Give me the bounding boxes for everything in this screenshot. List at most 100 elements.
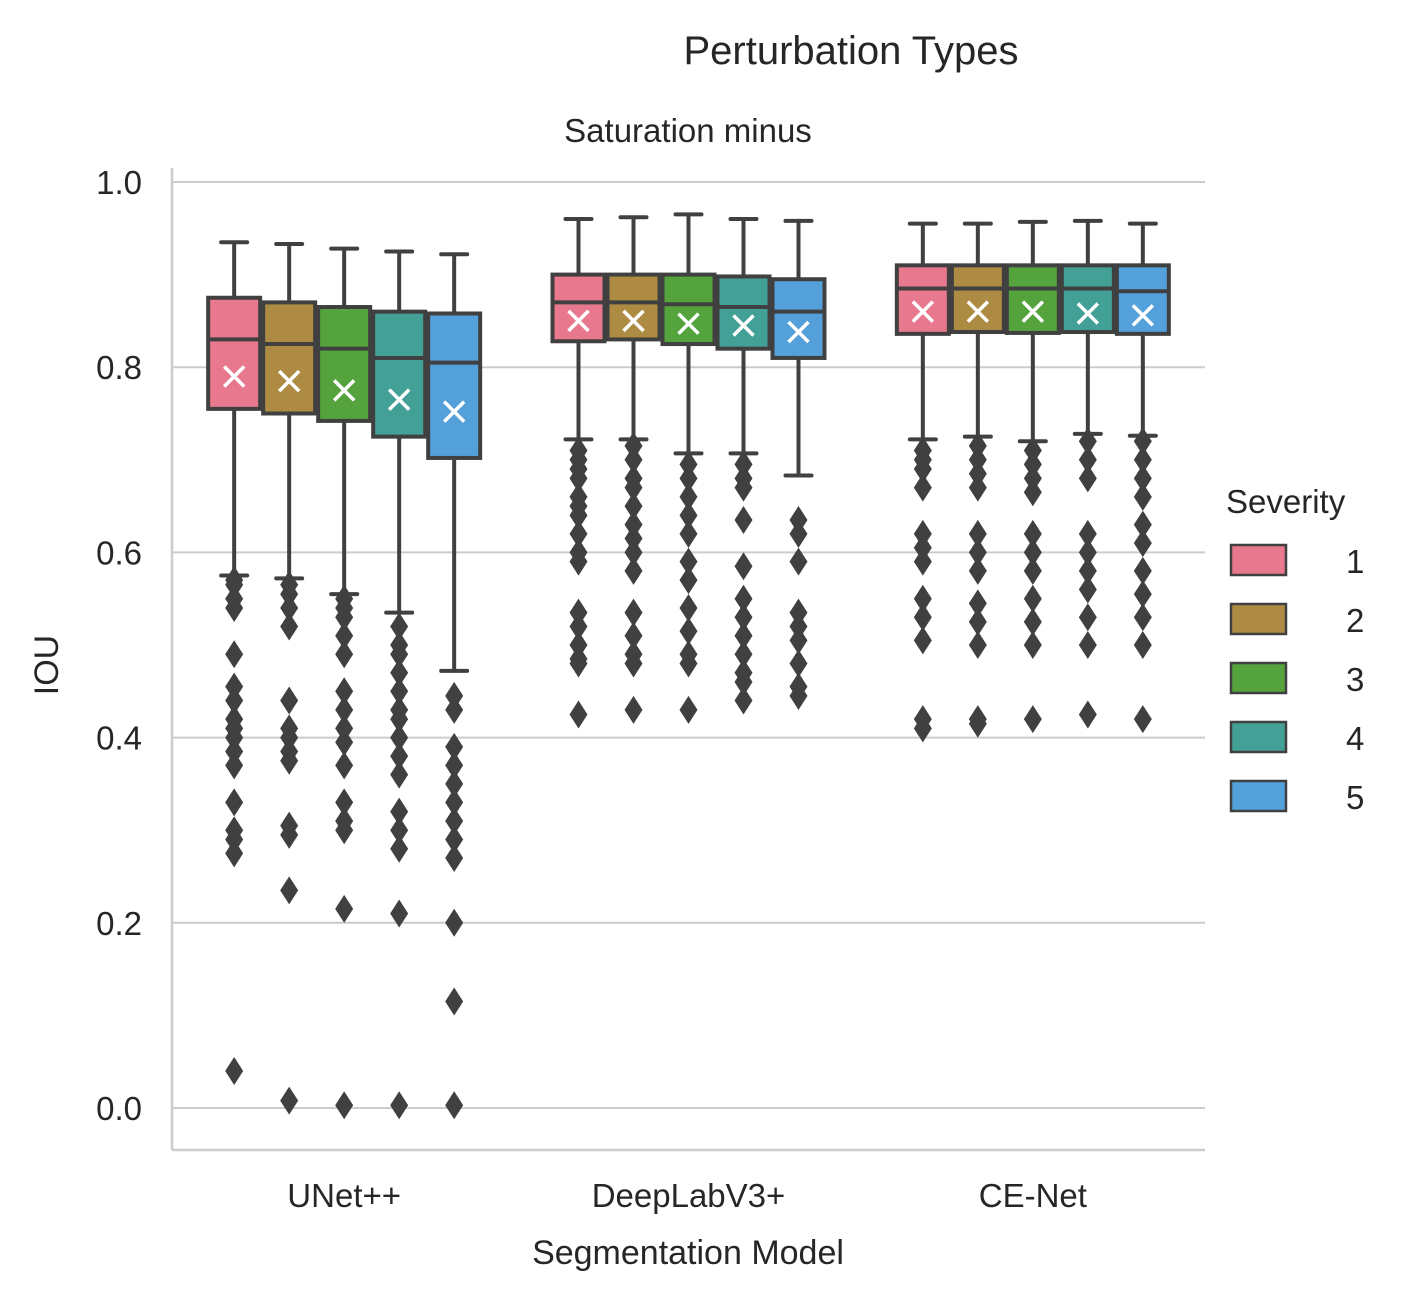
outlier-point (734, 473, 753, 502)
legend-label: 3 (1346, 661, 1364, 698)
outlier-point (968, 556, 987, 585)
outlier-point (734, 584, 753, 613)
legend-item-4: 4 (1229, 720, 1364, 757)
chart-subtitle: Saturation minus (564, 112, 812, 149)
outlier-point (1023, 478, 1042, 507)
outlier-point (968, 473, 987, 502)
mean-marker (222, 365, 246, 388)
outlier-point (445, 806, 464, 835)
y-axis-label: IOU (28, 635, 66, 695)
outlier-point (225, 788, 244, 817)
outlier-point (679, 566, 698, 595)
outlier-point (225, 593, 244, 622)
outlier-point (1078, 700, 1097, 729)
outlier-point (1133, 556, 1152, 585)
outlier-point (1023, 705, 1042, 734)
outlier-point (445, 825, 464, 854)
box-iqr (426, 311, 483, 460)
outlier-point (569, 547, 588, 576)
y-tick-label: 0.8 (96, 349, 142, 386)
outlier-point (913, 603, 932, 632)
outlier-point (624, 445, 643, 474)
outlier-point (624, 695, 643, 724)
outlier-point (335, 751, 354, 780)
mean-marker (966, 300, 990, 323)
y-tick-label: 0.0 (96, 1090, 142, 1127)
outlier-point (445, 788, 464, 817)
box-DeepLabV3+-severity-4 (715, 217, 772, 715)
box-iqr (371, 309, 428, 439)
outlier-point (624, 538, 643, 567)
outlier-point (734, 640, 753, 669)
outlier-point (1078, 538, 1097, 567)
outlier-point (280, 746, 299, 775)
legend-swatch (1229, 543, 1288, 577)
box-CE-Net-severity-4 (1059, 218, 1116, 729)
outlier-point (445, 1091, 464, 1120)
outlier-point (1133, 603, 1152, 632)
legend-label: 2 (1346, 602, 1364, 639)
legend-swatch (1229, 602, 1288, 636)
legend-item-1: 1 (1229, 543, 1364, 580)
box-iqr (206, 295, 263, 411)
outlier-point (335, 816, 354, 845)
outlier-point (225, 839, 244, 868)
outlier-point (335, 695, 354, 724)
y-tick-label: 1.0 (96, 164, 142, 201)
outlier-point (1078, 445, 1097, 474)
outlier-point (390, 1091, 409, 1120)
outlier-point (624, 621, 643, 650)
outlier-point (1023, 519, 1042, 548)
outlier-point (913, 547, 932, 576)
legend-label: 4 (1346, 720, 1364, 757)
box-iqr (715, 274, 772, 351)
mean-marker (1021, 300, 1045, 323)
mean-marker (277, 369, 301, 393)
outlier-point (913, 455, 932, 484)
outlier-point (624, 473, 643, 502)
outlier-point (1133, 705, 1152, 734)
outlier-point (445, 908, 464, 937)
box-iqr (550, 272, 607, 344)
outlier-point (335, 677, 354, 706)
mean-marker (787, 320, 810, 344)
outlier-point (445, 751, 464, 780)
mean-marker (622, 309, 645, 333)
outlier-point (390, 797, 409, 826)
outlier-point (1133, 482, 1152, 511)
box-iqr (894, 263, 951, 336)
outlier-point (789, 519, 808, 548)
outlier-point (734, 686, 753, 715)
outlier-point (1133, 631, 1152, 659)
outlier-point (734, 603, 753, 632)
box-UNet++-severity-4 (371, 249, 428, 1120)
outlier-point (335, 728, 354, 757)
outlier-point (280, 876, 299, 905)
x-axis-label: Segmentation Model (532, 1234, 844, 1272)
outlier-point (1133, 580, 1152, 609)
outlier-point (569, 612, 588, 641)
legend-swatch (1229, 661, 1288, 695)
outlier-point (968, 709, 987, 738)
x-tick-labels: UNet++ DeepLabV3+ CE-Net (287, 1177, 1087, 1214)
box-DeepLabV3+-severity-1 (550, 217, 607, 729)
outlier-point (734, 552, 753, 581)
outlier-point (569, 649, 588, 678)
x-tick-label: UNet++ (287, 1177, 401, 1214)
legend-label: 1 (1346, 543, 1364, 580)
box-DeepLabV3+-severity-5 (770, 218, 827, 710)
mean-marker (1131, 304, 1155, 327)
outlier-point (1078, 464, 1097, 493)
box-CE-Net-severity-1 (894, 221, 951, 743)
outlier-point (390, 677, 409, 706)
outlier-point (679, 501, 698, 530)
box-DeepLabV3+-severity-2 (605, 215, 662, 724)
outlier-point (1023, 631, 1042, 659)
outlier-point (280, 1086, 299, 1115)
outlier-point (1078, 603, 1097, 632)
outlier-point (734, 668, 753, 697)
outlier-point (280, 612, 299, 641)
mean-marker (332, 379, 356, 402)
outlier-point (335, 788, 354, 817)
outlier-point (679, 649, 698, 678)
